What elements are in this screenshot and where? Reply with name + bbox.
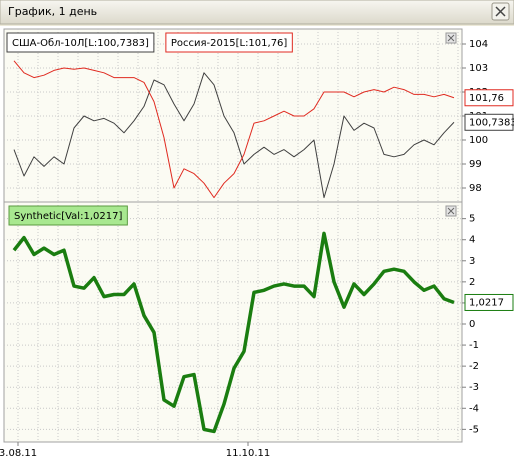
value-label: 100,7383 [469, 117, 514, 128]
series-line [12, 231, 455, 434]
close-button[interactable] [491, 2, 510, 21]
legend-item: Synthetic[Val:1,0217] [8, 205, 128, 226]
y-tick-label: 103 [469, 63, 488, 74]
value-label: 101,76 [469, 93, 504, 104]
panel-close [445, 32, 457, 44]
y-tick-label: 99 [469, 159, 482, 170]
window-title: График, 1 день [8, 5, 97, 18]
value-label-box [464, 293, 514, 311]
legend-label: США-Обл-10Л[L:100,7383] [12, 38, 149, 49]
value-label-box [464, 89, 514, 107]
legend-item: США-Обл-10Л[L:100,7383] [6, 32, 155, 53]
plot-area [3, 201, 463, 443]
value-label-box [464, 113, 514, 131]
legend-label: Synthetic[Val:1,0217] [14, 211, 122, 222]
y-tick-label: 5 [469, 214, 475, 225]
legend-box [165, 32, 293, 53]
y-tick-label: -2 [469, 361, 479, 372]
y-tick-label: -4 [469, 403, 479, 414]
y-tick-label: -5 [469, 424, 479, 435]
y-tick-label: -3 [469, 382, 479, 393]
y-tick-label: 3 [469, 256, 475, 267]
series-line [13, 60, 455, 199]
legend-box [6, 32, 155, 53]
series-line [13, 72, 455, 199]
x-tick-label: 3.08.11 [0, 448, 37, 459]
y-tick-label: 0 [469, 319, 475, 330]
y-tick-label: 98 [469, 183, 482, 194]
legend-box [8, 205, 128, 226]
value-label: 1,0217 [469, 297, 504, 308]
legend-item: Россия-2015[L:101,76] [165, 32, 293, 53]
y-tick-label: 2 [469, 277, 475, 288]
title-bar [0, 0, 514, 25]
x-tick-label: 11.10.11 [226, 448, 271, 459]
y-tick-label: 104 [469, 39, 488, 50]
y-tick-label: 100 [469, 135, 488, 146]
y-tick-label: -1 [469, 340, 479, 351]
panel-close [445, 205, 457, 217]
legend-label: Россия-2015[L:101,76] [171, 38, 288, 49]
y-tick-label: 4 [469, 235, 475, 246]
